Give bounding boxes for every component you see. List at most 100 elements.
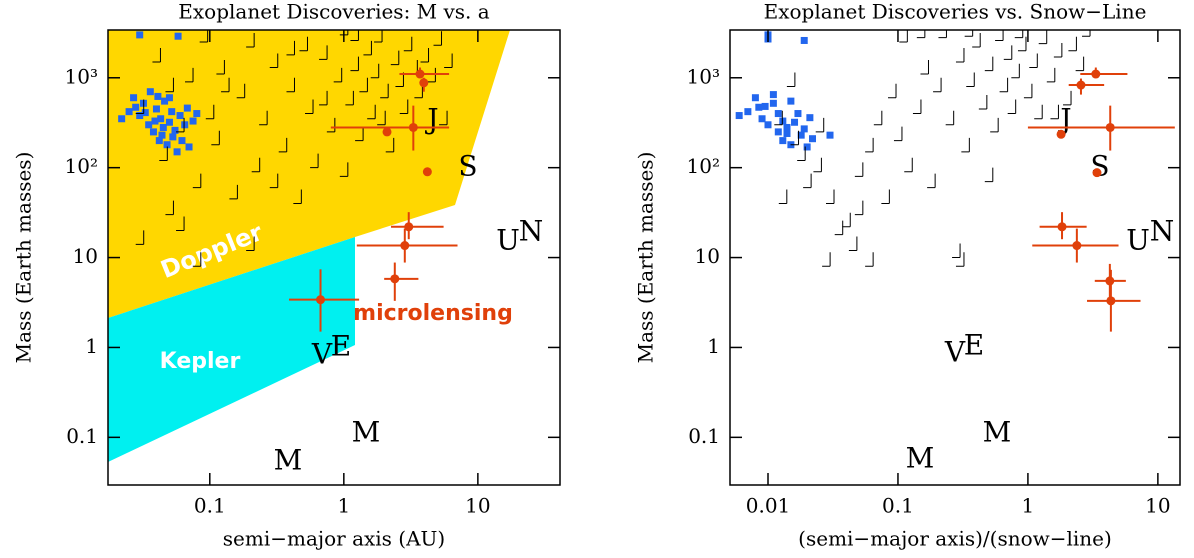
microlensing-point: [1057, 222, 1067, 232]
rv-point: [964, 30, 974, 37]
rv-point: [286, 40, 295, 56]
transit-point: [783, 123, 791, 131]
transit-point: [155, 137, 163, 145]
rv-point: [1053, 43, 1063, 58]
microlensing-point: [1056, 129, 1066, 139]
rv-point: [135, 230, 145, 245]
rv-point: [221, 77, 230, 93]
annotation: N: [519, 215, 544, 248]
transit-point: [735, 112, 743, 120]
transit-point: [751, 94, 759, 102]
rv-point: [1068, 36, 1077, 52]
rv-point: [933, 77, 942, 93]
transit-point: [158, 131, 166, 139]
rv-point: [1034, 104, 1043, 120]
annotation: U: [496, 224, 520, 257]
transit-point: [183, 104, 191, 112]
transit-point: [145, 121, 153, 129]
microlensing-point: [1105, 276, 1115, 286]
rv-point: [834, 220, 844, 236]
transit-point: [791, 118, 799, 126]
transit-point: [130, 94, 138, 102]
rv-point: [1050, 104, 1059, 120]
transit-point: [185, 143, 193, 151]
y-tick-label: 10²: [65, 154, 98, 178]
rv-point: [999, 77, 1009, 93]
chart-title: Exoplanet Discoveries vs. Snow−Line: [764, 0, 1147, 24]
rv-point: [216, 60, 225, 75]
annotation: M: [906, 442, 935, 475]
rv-point: [403, 36, 413, 52]
rv-point: [1046, 67, 1056, 83]
microlensing-point: [1092, 168, 1102, 178]
rv-point: [978, 94, 988, 110]
rv-point: [377, 110, 386, 126]
x-axis-label: semi−major axis (AU): [223, 527, 445, 551]
transit-point: [169, 133, 177, 141]
rv-point: [912, 99, 922, 115]
y-tick-label: 0.1: [688, 424, 720, 448]
transit-point: [774, 128, 782, 136]
rv-point: [1003, 45, 1013, 60]
rv-point: [854, 162, 864, 177]
rv-point: [165, 77, 174, 93]
annotation: U: [1126, 224, 1150, 257]
plot-area: [118, 30, 458, 332]
transit-point: [787, 97, 795, 105]
plot-area: [735, 30, 1175, 332]
annotation: M: [352, 416, 381, 449]
microlensing-point: [316, 295, 326, 305]
rv-point: [822, 252, 831, 267]
microlensing-point: [1076, 80, 1086, 90]
microlensing-point: [408, 122, 418, 132]
rv-point: [815, 117, 825, 133]
transit-point: [141, 109, 149, 117]
y-tick-label: 10³: [687, 64, 720, 88]
rv-point: [278, 137, 288, 153]
rv-point: [774, 110, 783, 126]
rv-point: [778, 189, 788, 204]
rv-point: [367, 104, 376, 120]
rv-point: [1063, 90, 1072, 106]
x-tick-label: 1: [1022, 494, 1035, 518]
transit-point: [779, 117, 787, 125]
transit-point: [774, 110, 782, 118]
transit-point: [165, 118, 173, 126]
rv-point: [961, 137, 970, 153]
rv-point: [842, 212, 851, 228]
rv-point: [269, 53, 279, 69]
rv-point: [355, 126, 364, 142]
rv-point: [305, 99, 314, 115]
rv-point: [984, 56, 994, 72]
rv-point: [1023, 83, 1033, 99]
rv-point: [420, 47, 430, 63]
transit-point: [168, 108, 176, 116]
microlensing-point: [400, 241, 410, 251]
transit-point: [800, 125, 808, 133]
rv-point: [192, 173, 202, 189]
transit-point: [758, 115, 766, 123]
transit-point: [178, 137, 186, 145]
annotation: N: [1150, 215, 1175, 248]
rv-point: [319, 45, 328, 60]
rv-point: [990, 117, 999, 133]
x-tick-label: 0.01: [746, 494, 791, 518]
rv-point: [826, 189, 835, 204]
rv-point: [380, 83, 389, 99]
rv-point: [236, 83, 246, 99]
x-tick-label: 0.1: [194, 494, 226, 518]
rv-point: [286, 77, 295, 93]
annotation: J: [424, 103, 438, 136]
rv-point: [339, 162, 349, 177]
transit-point: [157, 115, 165, 123]
rv-point: [326, 117, 336, 133]
transit-point: [174, 32, 182, 40]
microlensing-point: [1072, 241, 1082, 251]
y-tick-label: 0.1: [66, 424, 98, 448]
rv-point: [185, 67, 194, 83]
rv-point: [152, 47, 161, 63]
annotation: E: [964, 329, 984, 362]
transit-point: [826, 131, 834, 139]
rv-point: [1038, 30, 1048, 45]
transit-point: [132, 103, 140, 111]
